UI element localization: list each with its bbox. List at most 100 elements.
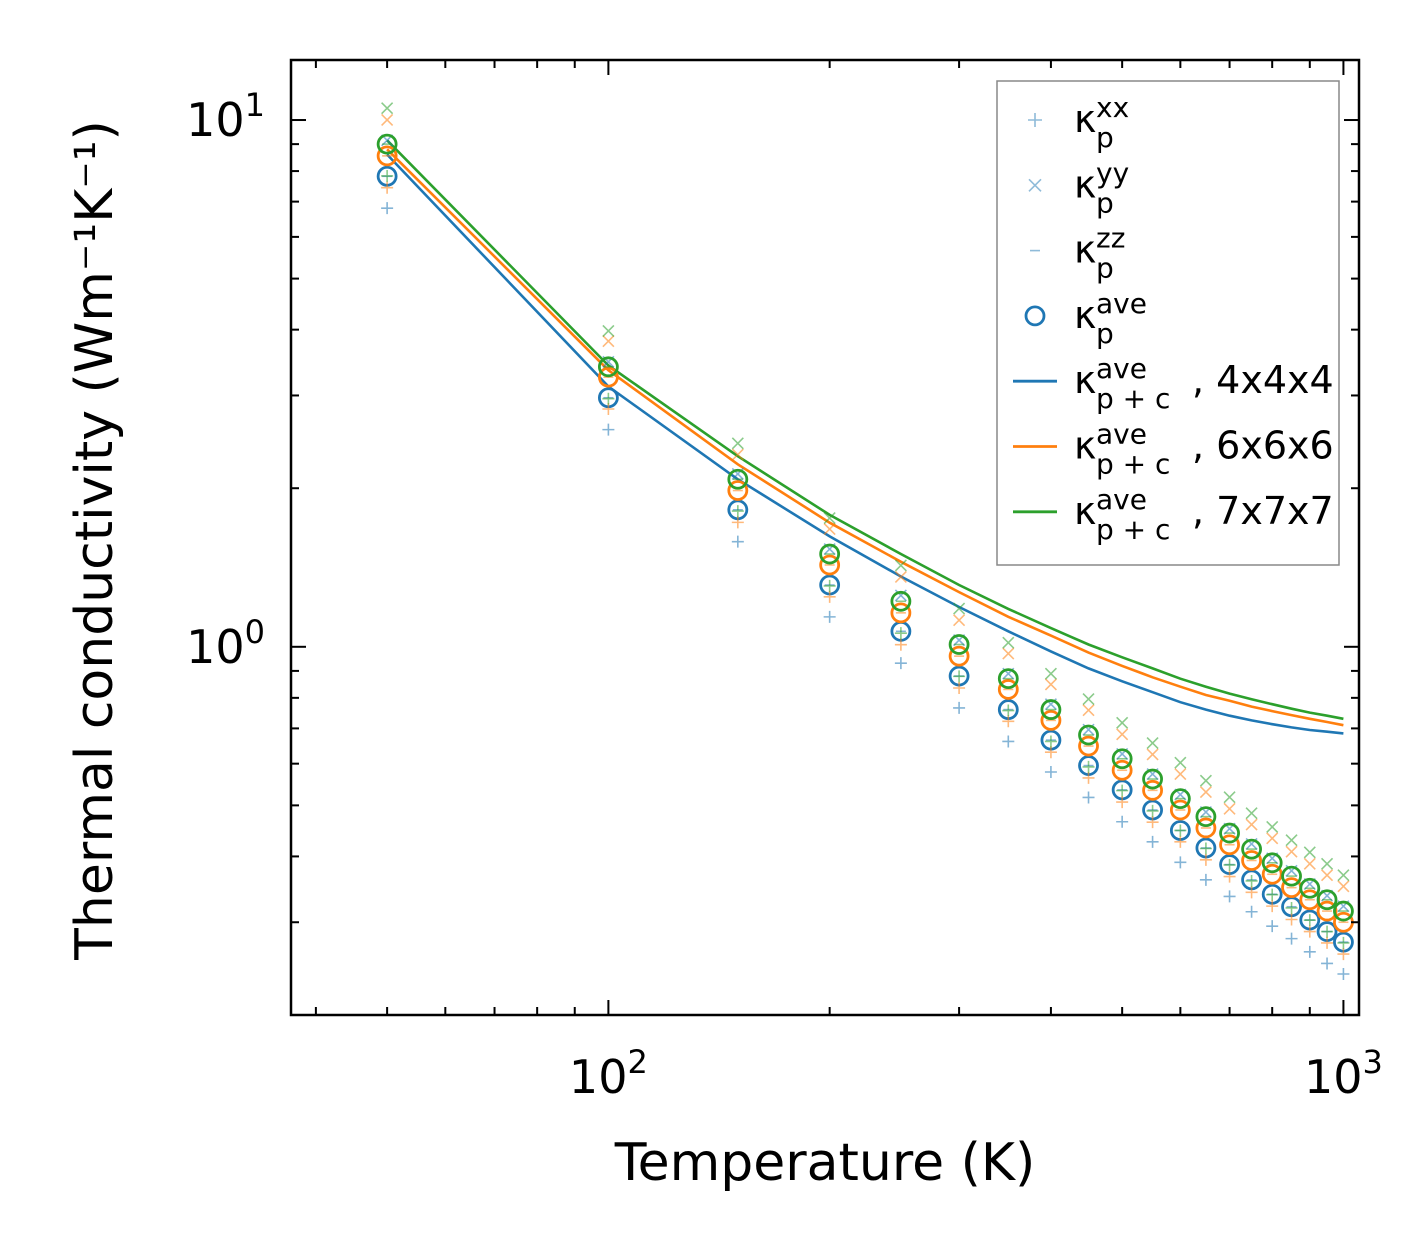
kp-xx-marker: [894, 657, 907, 670]
kp-ave-marker-7x7x7: [890, 590, 912, 612]
kp-ave-marker-7x7x7: [1142, 768, 1163, 790]
kp-yy-marker: [381, 113, 394, 127]
kp-yy-marker: [1337, 869, 1350, 882]
legend-circle-marker: [1024, 305, 1046, 327]
kp-xx-marker: [1303, 925, 1316, 938]
kp-xx-marker: [1199, 842, 1212, 855]
kp-yy-marker: [1266, 832, 1279, 845]
kp-xx-marker: [1266, 900, 1279, 913]
legend-item-3: κave p: [1024, 287, 1147, 350]
kp-xx-marker: [1116, 815, 1129, 828]
kp-xx-marker: [953, 670, 966, 683]
kp-xx-marker: [1337, 948, 1350, 961]
kp-xx-marker: [1321, 957, 1334, 970]
kp-yy-marker: [1082, 693, 1095, 706]
kp-xx-marker: [1082, 791, 1095, 804]
legend-cross-marker: [1028, 178, 1042, 192]
kp-yy-marker: [1146, 748, 1159, 761]
legend-label-5: κave p + c, 6x6x6: [1074, 418, 1334, 481]
kp-yy-marker: [1199, 785, 1212, 799]
kp-yy-marker: [731, 448, 744, 461]
kp-xx-marker: [1146, 804, 1159, 817]
kp-yy-marker: [1002, 647, 1015, 660]
kp-xx-marker: [1285, 932, 1298, 945]
kp-yy-marker: [381, 102, 394, 115]
legend-label-1: κyy p: [1074, 156, 1129, 219]
kp-ave-marker-7x7x7: [1078, 724, 1099, 746]
kp-ave-marker-7x7x7: [997, 668, 1019, 690]
kp-yy-marker: [1223, 802, 1236, 815]
kp-xx-marker: [1146, 835, 1159, 848]
kp-xx-marker: [1337, 936, 1350, 949]
kp-yy-marker: [953, 614, 966, 627]
kp-ave-marker-6x6x6: [1111, 759, 1133, 781]
kp-xx-marker: [602, 392, 615, 405]
kp-ave-marker-6x6x6: [727, 480, 749, 501]
kp-xx-marker: [823, 610, 836, 623]
kp-yy-marker: [953, 602, 966, 615]
kp-xx-marker: [731, 535, 744, 548]
kp-ave-marker-6x6x6: [1241, 850, 1262, 871]
legend-plus-marker: [1028, 113, 1042, 127]
kp-yy-marker: [823, 512, 836, 525]
kp-ave-marker-7x7x7: [1169, 788, 1191, 810]
kp-yy-marker: [1245, 818, 1258, 831]
legend-item-5: κave p + c, 6x6x6: [1013, 418, 1334, 481]
legend-item-0: κxx p: [1028, 91, 1129, 154]
kp-yy-marker: [1303, 846, 1316, 859]
kp-xx-marker: [1082, 771, 1095, 784]
kp-yy-marker: [1245, 807, 1258, 820]
kp-xx-marker: [1337, 968, 1350, 981]
kp-ave-marker-7x7x7: [1111, 748, 1133, 770]
legend-label-2: κzz p: [1074, 222, 1125, 285]
kp-ave-marker-6x6x6: [1261, 863, 1283, 885]
kp-ave-marker-6x6x6: [1219, 834, 1240, 856]
kp-xx-marker: [731, 516, 744, 529]
kp-xx-marker: [1223, 870, 1236, 883]
kp-ave-marker-6x6x6: [819, 554, 841, 576]
kp-xx-marker: [1303, 945, 1316, 958]
kp-xx-marker: [1245, 905, 1258, 918]
legend-label-3: κave p: [1074, 287, 1147, 350]
kpc-lines: [386, 139, 1344, 735]
kp-ave-marker-7x7x7: [1040, 699, 1062, 720]
kp-yy-marker: [1303, 857, 1316, 870]
kp-ave-marker-6x6x6: [376, 145, 398, 167]
kp-ave-marker-7x7x7: [1333, 900, 1354, 922]
kp-xx-marker: [823, 579, 836, 592]
kp-ave-marker-6x6x6: [997, 679, 1019, 700]
kp-xx-marker: [1002, 704, 1015, 717]
kpc-ave-line-6x6x6: [386, 148, 1344, 727]
kp-xx-marker: [1044, 746, 1057, 759]
kp-ave-marker-6x6x6: [890, 602, 912, 624]
x-tick-labels: 102 103: [569, 1043, 1383, 1104]
kp-xx-marker: [1285, 901, 1298, 914]
kp-ave-marker-7x7x7: [1316, 889, 1338, 911]
kp-yy-marker: [731, 437, 744, 450]
kp-yy-marker: [1044, 667, 1057, 680]
kp-xx-marker: [1223, 858, 1236, 871]
kp-ave-marker-6x6x6: [1195, 817, 1217, 839]
kp-xx-marker: [1002, 735, 1015, 748]
kp-xx-marker: [1174, 835, 1187, 848]
kp-xx-marker: [1266, 920, 1279, 933]
kpc-ave-line-4x4x4: [386, 153, 1344, 735]
kp-ave-marker-7x7x7: [376, 133, 398, 155]
kp-xx-marker: [1002, 715, 1015, 728]
kp-yy-marker: [1116, 716, 1129, 729]
kp-xx-marker: [1321, 925, 1334, 938]
kp-yy-marker: [1223, 791, 1236, 804]
y-tick-labels: 100 101: [186, 86, 265, 674]
kp-xx-marker: [894, 638, 907, 651]
kp-yy-marker: [894, 570, 907, 583]
x-tick-label-100: 102: [569, 1043, 648, 1104]
kp-yy-marker: [894, 559, 907, 572]
kp-xx-marker: [1044, 735, 1057, 748]
legend-item-4: κave p + c, 4x4x4: [1013, 352, 1334, 415]
kp-xx-marker: [953, 701, 966, 714]
kp-yy-marker: [1320, 857, 1334, 870]
kp-yy-marker: [602, 324, 615, 337]
kp-xx-marker: [1146, 816, 1159, 829]
kp-yy-marker: [1116, 728, 1129, 741]
